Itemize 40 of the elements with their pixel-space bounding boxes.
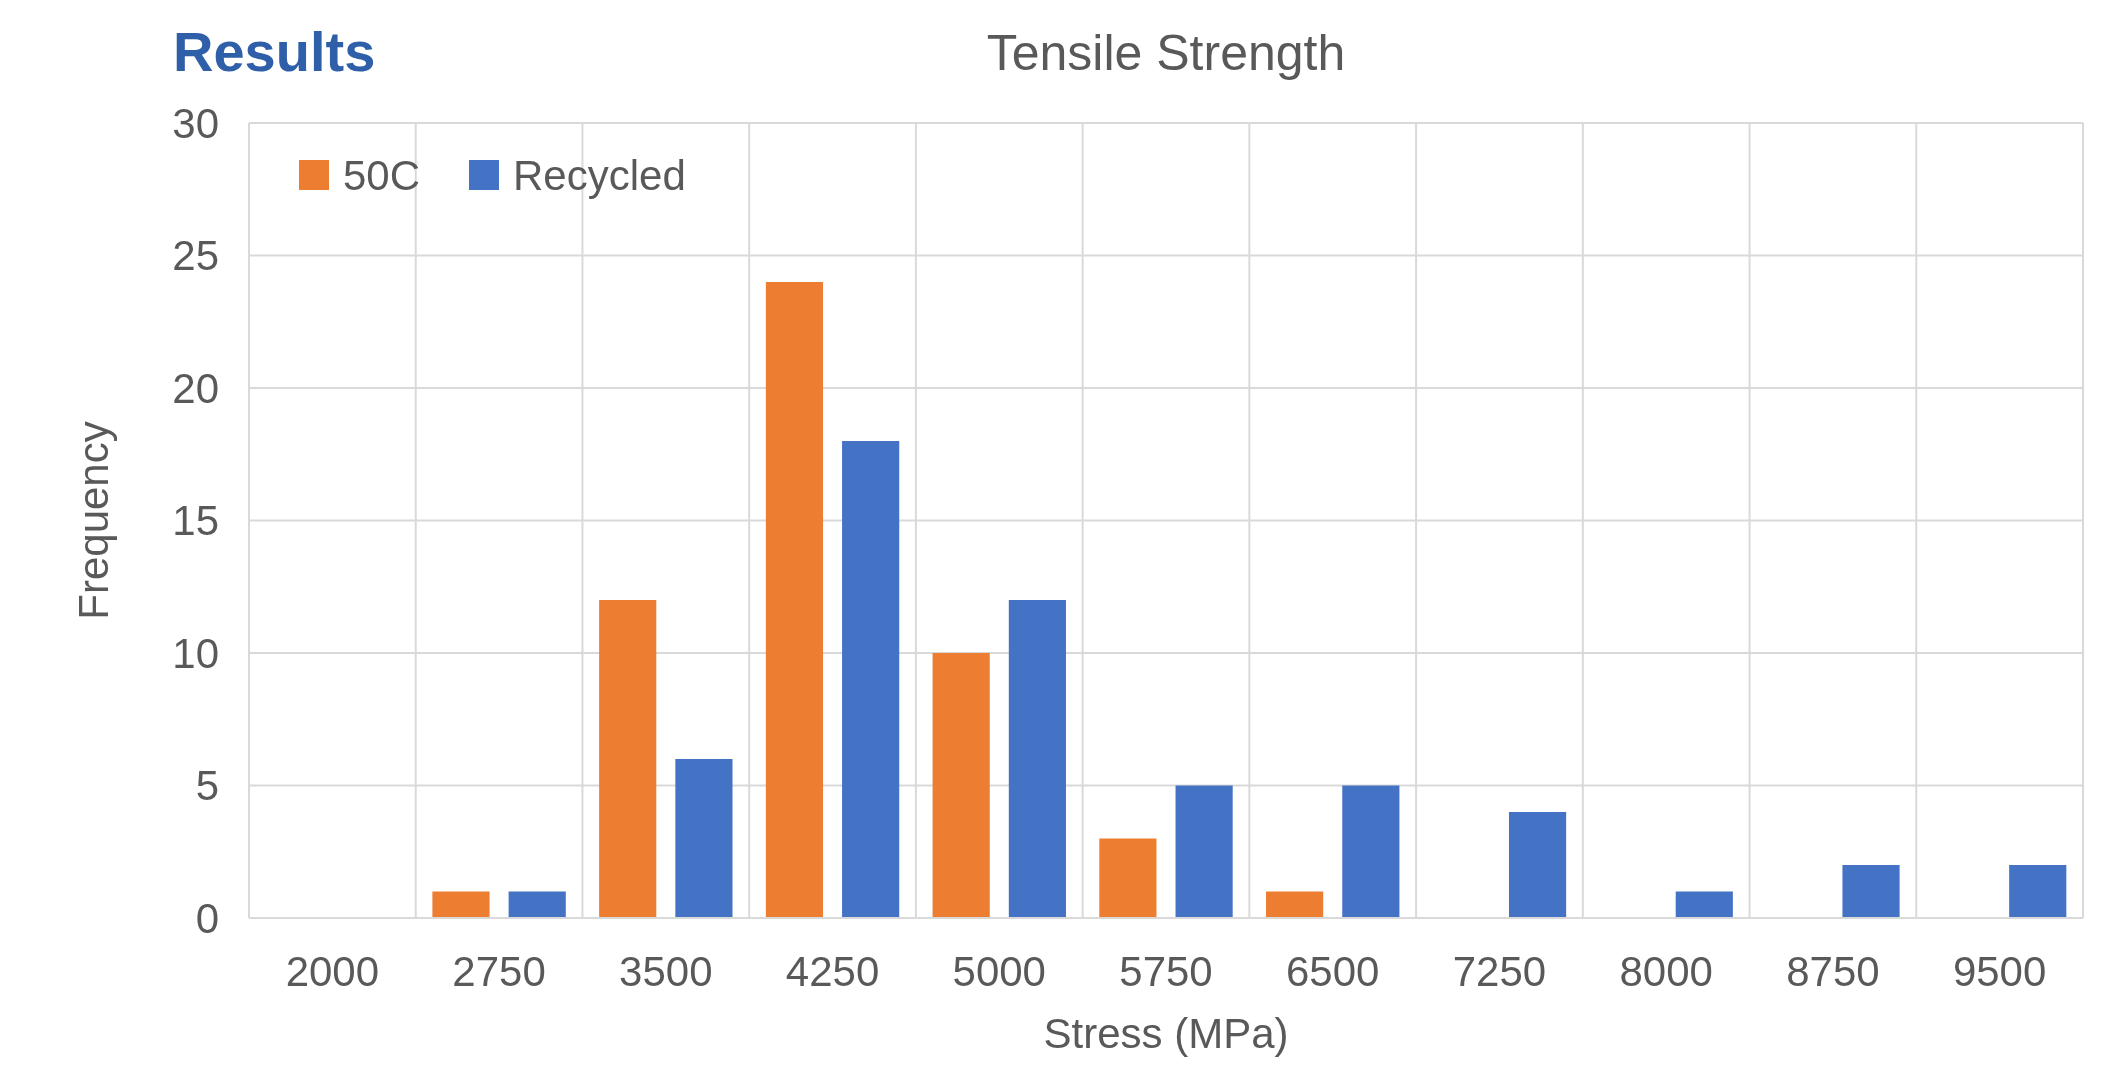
bar — [765, 282, 824, 918]
x-tick-label: 3500 — [619, 948, 713, 995]
bar — [842, 441, 900, 918]
legend-label: Recycled — [513, 151, 686, 199]
bar — [2009, 865, 2067, 918]
x-tick-label: 5750 — [1119, 948, 1213, 995]
x-axis-title: Stress (MPa) — [1043, 1010, 1289, 1057]
bar — [508, 891, 566, 918]
x-tick-label: 5000 — [952, 948, 1046, 995]
bar — [1342, 785, 1400, 918]
x-tick-label: 4250 — [785, 948, 880, 995]
x-tick-label: 2000 — [285, 948, 380, 995]
y-tick-label: 25 — [172, 232, 219, 279]
x-tick-label: 6500 — [1286, 948, 1380, 995]
bar — [1508, 812, 1567, 918]
y-tick-label: 20 — [172, 364, 219, 412]
bar — [1099, 838, 1157, 918]
bar — [432, 891, 490, 918]
x-tick-label: 8000 — [1619, 948, 1713, 995]
y-tick-label: 15 — [172, 497, 219, 544]
bar — [1008, 600, 1066, 918]
text: Results — [173, 19, 376, 83]
legend-label: 50C — [343, 151, 421, 199]
y-tick-label: 30 — [172, 99, 219, 147]
y-tick-label: 0 — [195, 894, 219, 942]
x-tick-label: 9500 — [1952, 948, 2047, 995]
bar — [675, 759, 733, 918]
x-tick-label: 2750 — [452, 948, 546, 995]
bar — [1175, 785, 1233, 918]
bar — [599, 600, 657, 918]
y-axis-title: Frequency — [70, 421, 117, 620]
y-tick-label: 10 — [172, 629, 219, 677]
chart-title: Tensile Strength — [986, 25, 1346, 81]
bar — [1266, 891, 1324, 918]
x-tick-label: 8750 — [1786, 948, 1880, 995]
bar — [1842, 865, 1900, 918]
bar — [1675, 891, 1733, 918]
y-tick-label: 5 — [195, 762, 219, 809]
bar — [932, 653, 990, 918]
x-tick-label: 7250 — [1452, 948, 1547, 995]
